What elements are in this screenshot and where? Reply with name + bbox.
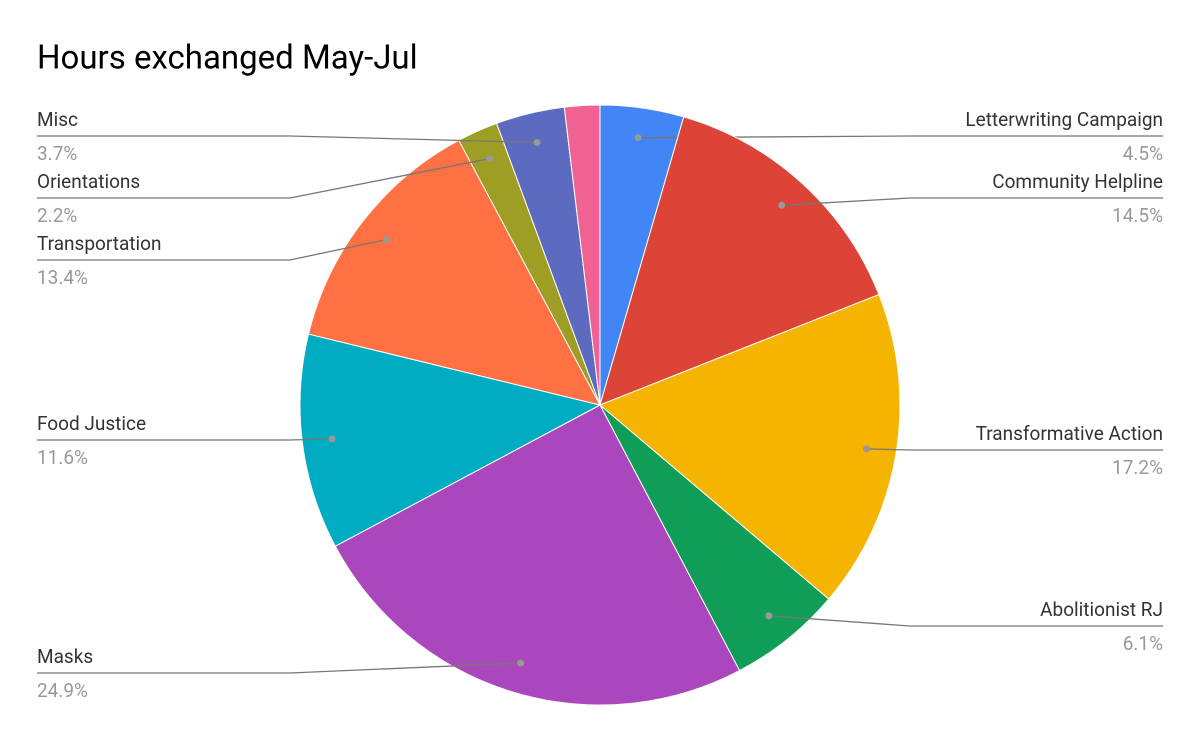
leader-dot	[383, 236, 391, 244]
slice-label: Community Helpline	[992, 170, 1163, 193]
leader-dot	[634, 134, 642, 142]
leader-dot	[328, 435, 336, 443]
pie-slice	[563, 104, 601, 406]
pie-slice	[334, 404, 741, 706]
slice-value: 24.9%	[37, 679, 88, 702]
slice-value: 14.5%	[1112, 204, 1163, 227]
leader-dot	[533, 138, 541, 146]
slice-label: Food Justice	[37, 412, 146, 435]
leader-line	[37, 438, 333, 441]
slice-value: 6.1%	[1123, 632, 1163, 655]
pie-slice	[307, 139, 601, 406]
slice-value: 4.5%	[1123, 142, 1163, 165]
slice-label: Transportation	[37, 232, 161, 255]
leader-line	[37, 135, 537, 144]
leader-dot	[765, 612, 773, 620]
slice-value: 2.2%	[37, 204, 77, 227]
pie-slice	[599, 293, 901, 600]
chart-title: Hours exchanged May-Jul	[37, 39, 418, 78]
leader-line	[37, 662, 521, 674]
slice-label: Orientations	[37, 170, 140, 193]
slice-label: Abolitionist RJ	[1040, 598, 1163, 621]
slice-label: Misc	[37, 108, 78, 131]
pie-slice	[599, 116, 880, 406]
leader-line	[768, 615, 1163, 627]
leader-dot	[517, 659, 525, 667]
leader-line	[37, 157, 490, 199]
slice-value: 11.6%	[37, 446, 88, 469]
leader-line	[781, 197, 1163, 206]
leader-dot	[486, 155, 494, 163]
slice-label: Masks	[37, 645, 93, 668]
leader-dot	[778, 201, 786, 209]
leader-line	[866, 448, 1163, 451]
slice-label: Transformative Action	[976, 422, 1163, 445]
slice-label: Letterwriting Campaign	[965, 108, 1163, 131]
slice-value: 17.2%	[1112, 456, 1163, 479]
slice-value: 3.7%	[37, 142, 77, 165]
leader-dot	[862, 445, 870, 453]
slice-value: 13.4%	[37, 266, 88, 289]
leader-line	[37, 238, 387, 261]
